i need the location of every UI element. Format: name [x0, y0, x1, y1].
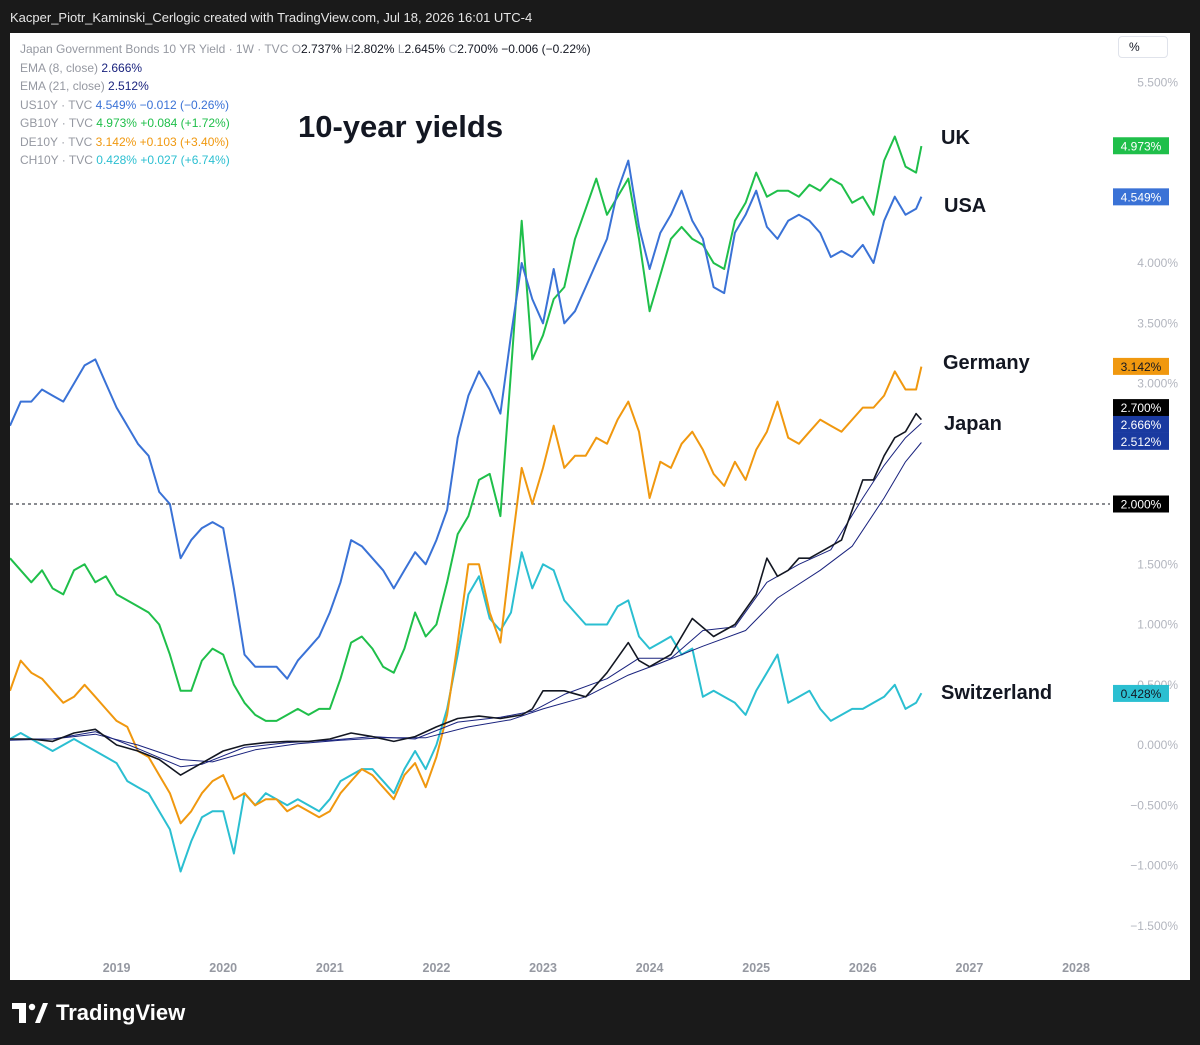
x-tick-label: 2020 — [209, 961, 237, 975]
x-tick-label: 2019 — [103, 961, 131, 975]
x-tick-label: 2023 — [529, 961, 557, 975]
ema8-value: 2.666% — [101, 60, 143, 75]
x-tick-label: 2024 — [636, 961, 664, 975]
us10y-value: 4.549% — [95, 97, 137, 112]
us10y-label: US10Y · TVC — [20, 97, 93, 112]
tradingview-brand-text: TradingView — [56, 1000, 186, 1025]
tradingview-logo[interactable]: TradingView — [12, 1000, 185, 1026]
price-label-box — [1113, 357, 1169, 375]
legend-main-row[interactable]: Japan Government Bonds 10 YR Yield · 1W … — [20, 42, 591, 56]
price-label-text: 2.000% — [1121, 498, 1162, 512]
y-tick-label: 1.500% — [1137, 557, 1178, 571]
x-tick-label: 2022 — [423, 961, 451, 975]
price-label-text: 4.973% — [1121, 139, 1162, 153]
tradingview-logo-icon — [12, 1003, 48, 1023]
y-tick-label: −1.500% — [1130, 919, 1178, 933]
legend-us10y-row[interactable]: US10Y · TVC 4.549% −0.012 (−0.26%) — [20, 96, 591, 115]
y-tick-label: 3.500% — [1137, 316, 1178, 330]
de10y-change: +0.103 (+3.40%) — [139, 134, 230, 149]
high-value: 2.802% — [353, 42, 395, 56]
series-name-germany: Germany — [943, 352, 1031, 374]
y-tick-label: 5.500% — [1137, 75, 1178, 89]
series-line-ema21 — [10, 442, 922, 763]
de10y-value: 3.142% — [95, 134, 137, 149]
legend-ema8-row[interactable]: EMA (8, close) 2.666% — [20, 59, 591, 78]
series-line-japan — [10, 412, 922, 776]
ema8-label: EMA (8, close) — [20, 60, 99, 75]
close-value: 2.700% — [457, 42, 498, 56]
legend-gb10y-row[interactable]: GB10Y · TVC 4.973% +0.084 (+1.72%) — [20, 114, 591, 133]
de10y-label: DE10Y · TVC — [20, 134, 93, 149]
ch10y-value: 0.428% — [96, 153, 137, 167]
series-name-uk: UK — [941, 127, 970, 149]
ch10y-label: CH10Y · TVC — [20, 153, 93, 167]
price-label-text: 2.700% — [1121, 401, 1162, 415]
price-label-box — [1113, 137, 1169, 155]
series-name-switzerland: Switzerland — [941, 682, 1052, 704]
footer-bar — [0, 980, 1200, 1045]
legend-ema21-row[interactable]: EMA (21, close) 2.512% — [20, 77, 591, 96]
us10y-change: −0.012 (−0.26%) — [139, 97, 230, 112]
legend-de10y-row[interactable]: DE10Y · TVC 3.142% +0.103 (+3.40%) — [20, 133, 591, 152]
chart-area[interactable]: 10-year yields 5.500% 4.000% 3.500% 3.000% 1.… — [10, 33, 1190, 980]
series-name-usa: USA — [944, 195, 986, 217]
x-tick-label: 2025 — [742, 961, 770, 975]
price-label-box — [1113, 432, 1169, 450]
price-label-box — [1113, 415, 1169, 433]
y-tick-label: 4.000% — [1137, 256, 1178, 270]
gb10y-change: +0.084 (+1.72%) — [140, 116, 230, 130]
change-value: −0.006 (−0.22%) — [501, 42, 591, 56]
x-tick-label: 2026 — [849, 961, 877, 975]
yield-chart[interactable]: 10-year yields 5.500% 4.000% 3.500% 3.000% 1.… — [10, 33, 1190, 980]
y-tick-label: −1.000% — [1130, 859, 1178, 873]
price-label-text: 2.666% — [1121, 418, 1162, 432]
price-label-box — [1113, 684, 1169, 702]
chart-title: 10-year yields — [298, 109, 503, 144]
price-label-text: 4.549% — [1121, 190, 1162, 204]
price-label-text: 2.512% — [1121, 435, 1162, 449]
ema21-label: EMA (21, close) — [20, 79, 105, 93]
series-line-switzerland — [10, 551, 923, 873]
low-value: 2.645% — [404, 42, 446, 56]
x-tick-label: 2021 — [316, 961, 344, 975]
y-tick-label: 0.000% — [1137, 738, 1178, 752]
price-label-text: 3.142% — [1121, 360, 1162, 374]
y-tick-label: 1.000% — [1137, 618, 1178, 632]
chart-legend: Japan Government Bonds 10 YR Yield · 1W … — [20, 40, 591, 170]
price-label-box — [1113, 495, 1169, 513]
series-line-germany — [10, 366, 923, 825]
percent-scale-button[interactable]: % — [1118, 36, 1168, 58]
chart-credit-banner: Kacper_Piotr_Kaminski_Cerlogic created w… — [10, 10, 533, 25]
price-label-box — [1113, 399, 1169, 417]
gb10y-value: 4.973% — [96, 116, 137, 130]
series-line-uk — [10, 135, 923, 722]
series-name-japan: Japan — [944, 413, 1002, 435]
y-tick-label: 3.000% — [1137, 377, 1178, 391]
series-line-usa — [10, 159, 923, 680]
gb10y-label: GB10Y · TVC — [20, 116, 93, 130]
legend-ch10y-row[interactable]: CH10Y · TVC 0.428% +0.027 (+6.74%) — [20, 151, 591, 170]
price-label-text: 0.428% — [1121, 687, 1162, 701]
ema21-value: 2.512% — [108, 79, 149, 93]
price-label-box — [1113, 188, 1169, 206]
main-symbol-title: Japan Government Bonds 10 YR Yield · 1W … — [20, 42, 289, 56]
y-tick-label: −0.500% — [1130, 798, 1178, 812]
x-tick-label: 2027 — [956, 961, 984, 975]
open-value: 2.737% — [301, 42, 342, 56]
x-tick-label: 2028 — [1062, 961, 1090, 975]
series-line-ema8 — [10, 422, 922, 768]
ch10y-change: +0.027 (+6.74%) — [140, 153, 230, 167]
